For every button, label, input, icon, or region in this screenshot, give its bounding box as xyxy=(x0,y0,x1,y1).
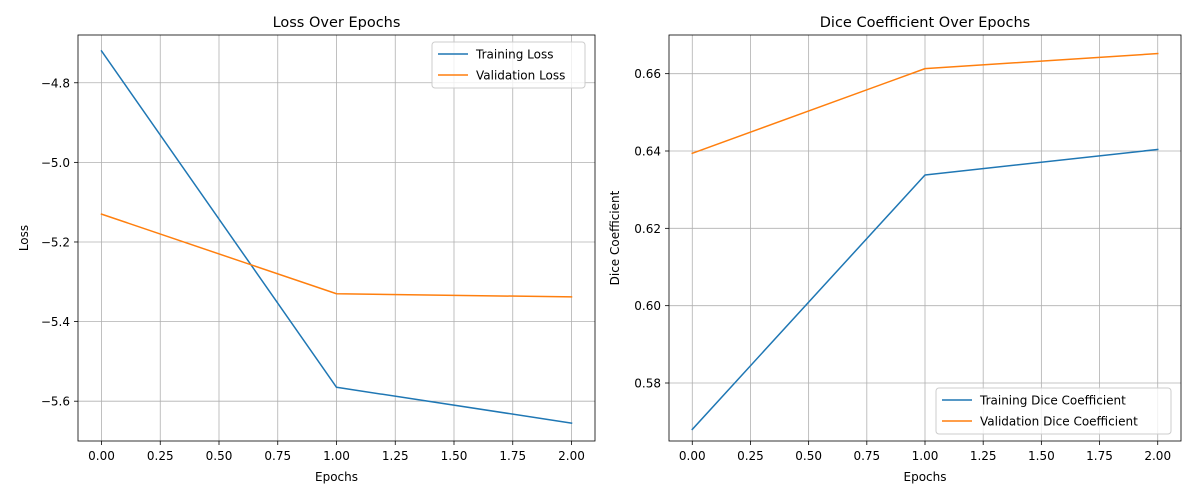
loss-x-tick-label: 1.00 xyxy=(323,449,350,463)
loss-chart-y-axis-label: Loss xyxy=(17,225,31,251)
loss-series-line-2 xyxy=(100,213,573,298)
loss-chart: 0.00 0.25 0.50 0.75 1.00 1.25 1.50 1.75 2.00 −4.… xyxy=(17,15,596,484)
dice-chart-y-ticks: 0.58 0.60 0.62 0.64 0.66 xyxy=(634,67,669,391)
dice-x-tick-label: 1.75 xyxy=(1086,449,1113,463)
dice-legend-label-2: Validation Dice Coefficient xyxy=(980,415,1138,429)
dice-series-line-2 xyxy=(691,52,1159,155)
loss-legend-frame xyxy=(431,41,586,89)
loss-x-tick-label: 1.25 xyxy=(382,449,409,463)
dice-x-tick-label: 2.00 xyxy=(1144,449,1171,463)
loss-chart-legend: Training Loss Validation Loss xyxy=(431,41,586,89)
dice-legend-label-1: Training Dice Coefficient xyxy=(979,394,1126,408)
loss-x-tick-label: 0.00 xyxy=(88,449,115,463)
dice-x-tick-label: 1.00 xyxy=(912,449,939,463)
dice-chart-title: Dice Coefficient Over Epochs xyxy=(820,15,1030,31)
loss-y-tick-label: −5.6 xyxy=(41,395,70,409)
dice-chart-x-ticks: 0.00 0.25 0.50 0.75 1.00 1.25 1.50 1.75 2.00 xyxy=(679,441,1171,463)
loss-x-tick-label: 2.00 xyxy=(558,449,585,463)
dice-x-tick-label: 1.50 xyxy=(1028,449,1055,463)
loss-chart-x-ticks: 0.00 0.25 0.50 0.75 1.00 1.25 1.50 1.75 2.00 xyxy=(88,441,585,463)
loss-series-line-1 xyxy=(100,49,573,424)
dice-y-tick-label: 0.64 xyxy=(634,145,661,159)
loss-y-tick-label: −4.8 xyxy=(41,76,70,90)
dice-x-tick-label: 0.75 xyxy=(853,449,880,463)
dice-legend-frame xyxy=(935,387,1172,435)
loss-x-tick-label: 1.50 xyxy=(441,449,468,463)
loss-chart-y-ticks: −4.8 −5.0 −5.2 −5.4 −5.6 xyxy=(41,76,78,409)
dice-y-tick-label: 0.62 xyxy=(634,222,661,236)
loss-legend-label-2: Validation Loss xyxy=(476,69,565,83)
loss-chart-series xyxy=(100,49,573,424)
loss-chart-x-axis-label: Epochs xyxy=(315,470,358,484)
loss-x-tick-label: 0.75 xyxy=(264,449,291,463)
dice-x-tick-label: 1.25 xyxy=(970,449,997,463)
dice-x-tick-label: 0.25 xyxy=(737,449,764,463)
dice-x-tick-label: 0.00 xyxy=(679,449,706,463)
dice-chart-series xyxy=(691,52,1159,431)
loss-x-tick-label: 1.75 xyxy=(499,449,526,463)
dice-y-tick-label: 0.58 xyxy=(634,377,661,391)
dice-x-tick-label: 0.50 xyxy=(795,449,822,463)
dice-chart-y-axis-label: Dice Coefficient xyxy=(608,190,622,285)
loss-chart-title: Loss Over Epochs xyxy=(273,15,401,31)
dice-chart-legend: Training Dice Coefficient Validation Dice… xyxy=(935,387,1172,435)
dice-y-tick-label: 0.60 xyxy=(634,299,661,313)
dice-chart: 0.00 0.25 0.50 0.75 1.00 1.25 1.50 1.75 2.00 0.5… xyxy=(608,15,1182,484)
loss-legend-label-1: Training Loss xyxy=(475,48,553,62)
dice-y-tick-label: 0.66 xyxy=(634,67,661,81)
loss-y-tick-label: −5.4 xyxy=(41,315,70,329)
loss-x-tick-label: 0.50 xyxy=(206,449,233,463)
loss-y-tick-label: −5.0 xyxy=(41,156,70,170)
dice-chart-x-axis-label: Epochs xyxy=(904,470,947,484)
loss-x-tick-label: 0.25 xyxy=(147,449,174,463)
dice-series-line-1 xyxy=(691,148,1159,431)
loss-y-tick-label: −5.2 xyxy=(41,235,70,249)
